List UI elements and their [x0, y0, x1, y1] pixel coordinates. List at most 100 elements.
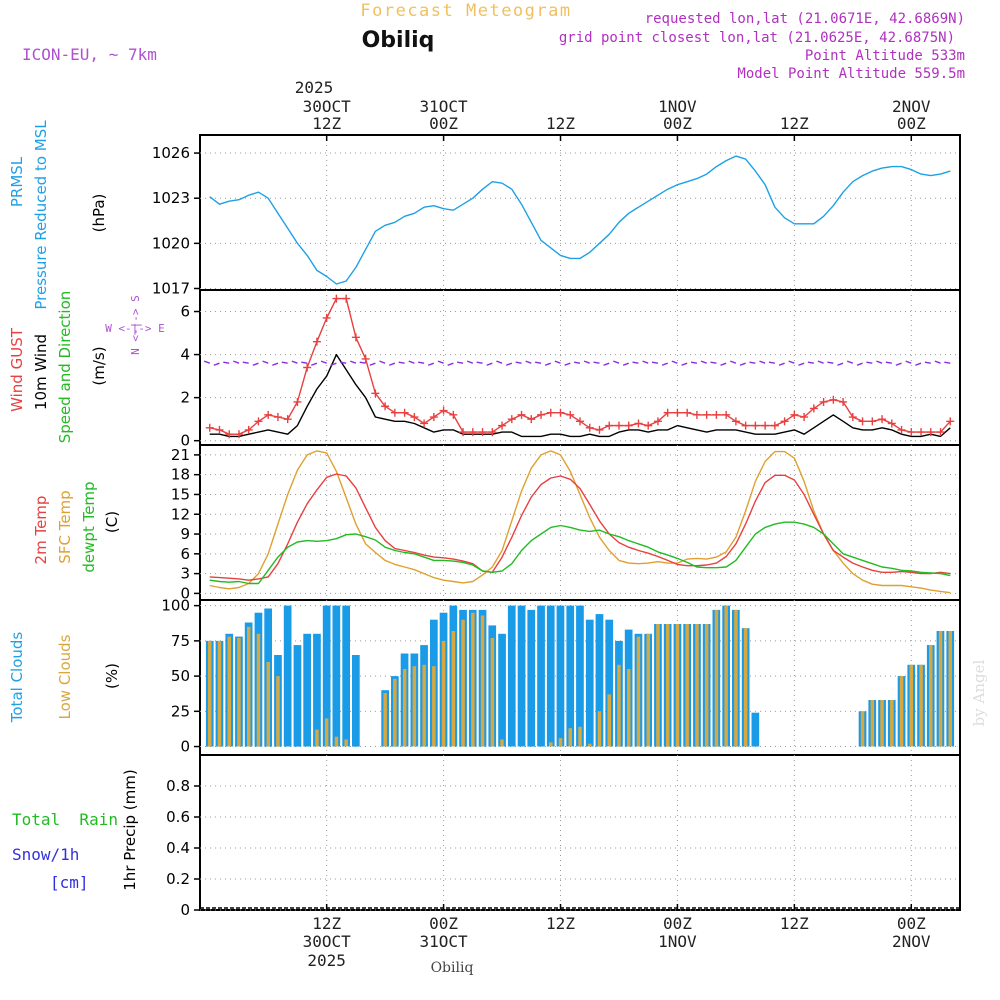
gust-marker: [683, 408, 692, 417]
total-cloud-bar: [527, 609, 536, 747]
low-cloud-bar: [656, 624, 660, 747]
gust-marker: [926, 428, 935, 437]
snow-label: Snow/1h: [12, 845, 79, 864]
gust-marker: [692, 410, 701, 419]
low-cloud-bar: [588, 743, 592, 747]
low-cloud-bar: [880, 700, 884, 747]
temp-unit: (C): [103, 511, 121, 533]
gust-marker: [848, 413, 857, 422]
low-cloud-bar: [617, 664, 621, 747]
wind-direction-arrow: [866, 361, 873, 364]
low-cloud-bar: [646, 633, 650, 747]
low-cloud-bar: [724, 605, 728, 747]
gust-marker: [907, 428, 916, 437]
low-cloud-bar: [860, 711, 865, 747]
wind-direction-arrow: [252, 362, 259, 366]
x-tick-label-top: 1NOV: [658, 97, 697, 116]
wind-direction-arrow: [408, 360, 415, 364]
wind-direction-arrow: [291, 360, 298, 364]
gust-marker: [809, 404, 818, 413]
gust-marker: [293, 397, 302, 406]
gust-marker: [614, 421, 623, 430]
wind-direction-arrow: [895, 362, 902, 366]
model-altitude: Model Point Altitude 559.5m: [737, 66, 965, 82]
x-tick-label-bottom: 2NOV: [892, 932, 931, 951]
gust-marker: [410, 413, 419, 422]
gust-marker: [770, 421, 779, 430]
gust-marker: [829, 395, 838, 404]
wind-direction-arrow: [739, 362, 746, 366]
total-cloud-bar: [605, 619, 614, 747]
low-cloud-bar: [734, 609, 738, 747]
low-cloud-bar: [344, 739, 348, 747]
x-tick-label-top: 31OCT: [420, 97, 469, 116]
wind-direction-arrow: [515, 361, 522, 364]
gust-marker: [351, 333, 360, 342]
y-tick-label: 18: [171, 466, 190, 484]
gust-marker: [741, 421, 750, 430]
low-cloud-bar: [929, 645, 933, 747]
wind-direction-arrow: [379, 360, 386, 364]
wind-direction-arrow: [496, 360, 503, 364]
wind-direction-arrow: [905, 360, 912, 364]
gust-marker: [819, 397, 828, 406]
gust-marker: [215, 425, 224, 434]
compass-ns: N <-|-> S: [129, 295, 142, 355]
wind-direction-arrow: [749, 361, 756, 364]
low-cloud-bar: [256, 633, 261, 747]
series-line-10m-wind: [209, 353, 951, 438]
low-cloud-bar: [909, 664, 913, 747]
wind-direction-arrow: [720, 362, 727, 366]
low-cloud-bar: [208, 640, 212, 747]
y-tick-label: 0.8: [166, 777, 190, 795]
wind-direction-arrow: [885, 361, 892, 364]
x-tick-label-bottom: 00Z: [897, 914, 926, 933]
total-cloud-bar: [537, 605, 545, 747]
wind-direction-arrow: [700, 360, 707, 364]
wind-direction-arrow: [876, 360, 883, 364]
gust-marker: [673, 408, 682, 417]
gust-marker: [595, 425, 604, 434]
wind-direction-arrow: [320, 360, 327, 364]
low-cloud-bar: [402, 669, 407, 747]
low-cloud-bar: [685, 624, 689, 747]
wind-direction-arrow: [583, 360, 590, 364]
wind-direction-arrow: [554, 360, 561, 364]
gust-marker: [312, 337, 321, 346]
top-axis-year: 2025: [295, 78, 334, 97]
wind-direction-arrow: [613, 360, 620, 364]
series-line-sfc-temp: [209, 450, 951, 594]
low-cloud-bar: [568, 728, 572, 747]
y-tick-label: 0.2: [166, 870, 190, 888]
gust-marker: [244, 425, 253, 434]
gust-marker: [780, 417, 789, 426]
total-cloud-bar: [283, 605, 292, 747]
gust-marker: [644, 421, 653, 430]
total-cloud-bar: [332, 605, 341, 747]
wind-direction-arrow: [223, 361, 230, 364]
gust-marker: [420, 419, 429, 428]
gust-marker: [761, 421, 770, 430]
gust-marker: [878, 415, 887, 424]
requested-coords: requested lon,lat (21.0671E, 42.6869N): [645, 11, 965, 27]
low-cloud-bar: [500, 739, 504, 747]
precip-unit: 1hr Precip (mm): [121, 769, 139, 890]
wind-direction-arrow: [778, 362, 785, 366]
location-title: Obiliq: [362, 28, 435, 53]
total-cloud-bar: [517, 605, 526, 747]
low-cloud-bar: [217, 640, 222, 747]
y-tick-label: 6: [180, 545, 190, 563]
wind-direction-arrow: [301, 361, 308, 364]
gust-marker: [332, 294, 341, 303]
x-tick-label-top: 00Z: [897, 114, 926, 133]
total-clouds-label: Total Clouds: [8, 632, 26, 724]
x-tick-label-top: 00Z: [429, 114, 458, 133]
wind-direction-arrow: [330, 362, 337, 366]
model-name: ICON-EU, ~ 7km: [22, 45, 157, 64]
wind-direction-arrow: [359, 361, 366, 364]
wind-direction-arrow: [544, 362, 552, 366]
low-cloud-bar: [666, 624, 670, 747]
chart-axes: 1017102010231026024603691215182102550751…: [152, 97, 931, 970]
y-tick-label: 4: [180, 346, 190, 364]
low-cloud-bar: [714, 609, 719, 747]
